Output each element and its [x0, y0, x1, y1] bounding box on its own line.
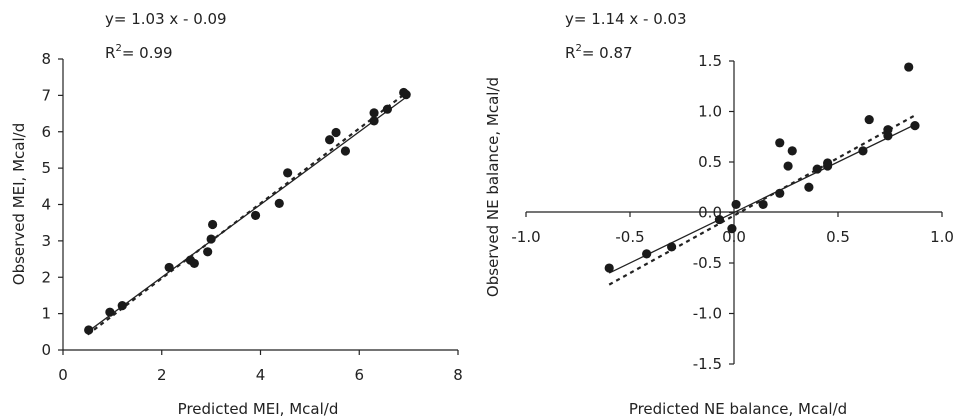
ne-data-point [812, 164, 822, 174]
ne-data-point [910, 121, 920, 131]
ne-data-point [604, 263, 614, 273]
ne-panel: y= 1.14 x - 0.03 R2= 0.87 -1.5-1.0-0.50.… [484, 10, 954, 418]
mei-points [84, 87, 411, 335]
ne-equation: y= 1.14 x - 0.03 [565, 10, 687, 28]
mei-y-tick-label: 6 [41, 123, 51, 141]
ne-r2-value: = 0.87 [582, 44, 633, 62]
mei-y-tick-label: 0 [41, 341, 51, 359]
ne-r2-sup: 2 [575, 43, 581, 54]
mei-data-point [250, 210, 261, 221]
ne-x-tick-label: -0.5 [615, 228, 644, 246]
mei-data-point [382, 104, 392, 114]
mei-x-tick-label: 8 [453, 366, 463, 384]
ne-r2-prefix: R [565, 44, 575, 62]
mei-r2-label: R2= 0.99 [105, 43, 173, 62]
mei-data-point [401, 90, 411, 100]
ne-data-point [883, 131, 893, 141]
ne-data-point [804, 182, 814, 192]
mei-r2-value: = 0.99 [122, 44, 173, 62]
ne-data-point [823, 158, 833, 168]
mei-equation: y= 1.03 x - 0.09 [105, 10, 227, 28]
mei-regression-line [87, 90, 410, 336]
mei-y-tick-label: 4 [41, 196, 51, 214]
mei-data-point [105, 307, 115, 317]
mei-y-tick-label: 8 [41, 50, 51, 68]
mei-data-point [340, 146, 351, 156]
ne-data-point [858, 146, 868, 156]
mei-data-point [164, 262, 174, 273]
ne-y-tick-label: -1.5 [693, 355, 722, 373]
mei-y-tick-label: 5 [41, 159, 51, 177]
mei-data-point [206, 234, 216, 244]
ne-x-tick-label: -1.0 [511, 228, 540, 246]
ne-data-point [758, 199, 768, 210]
mei-y-tick-label: 3 [41, 232, 51, 250]
ne-identity-line [608, 124, 916, 274]
ne-data-point [775, 138, 785, 148]
mei-x-tick-label: 0 [58, 366, 68, 384]
mei-x-tick-label: 6 [354, 366, 364, 384]
mei-y-tick-label: 2 [41, 268, 51, 286]
ne-y-tick-label: 1.0 [698, 103, 722, 121]
mei-data-point [369, 108, 379, 118]
mei-data-point [117, 301, 127, 311]
mei-y-ticks: 0 1 2 3 4 5 6 7 8 [41, 50, 63, 359]
mei-data-point [325, 135, 335, 145]
ne-data-point [714, 214, 725, 225]
mei-x-tick-label: 2 [157, 366, 167, 384]
mei-data-point [274, 198, 284, 209]
ne-data-point [727, 224, 737, 234]
ne-data-point [667, 242, 677, 252]
mei-y-tick-label: 7 [41, 86, 51, 104]
mei-data-point [84, 325, 94, 335]
mei-r2-sup: 2 [115, 43, 121, 54]
ne-x-tick-label: 1.0 [930, 228, 954, 246]
ne-data-point [904, 62, 914, 72]
mei-y-axis-label: Observed MEI, Mcal/d [10, 123, 28, 285]
ne-data-point [642, 249, 652, 259]
mei-data-point [331, 127, 341, 138]
ne-points [604, 62, 920, 273]
ne-x-tick-label: 0.5 [826, 228, 850, 246]
mei-y-tick-label: 1 [41, 305, 51, 323]
ne-data-point [775, 188, 785, 198]
ne-x-tick-label: 0.0 [722, 228, 746, 246]
ne-y-tick-label: -0.5 [693, 254, 722, 272]
mei-lines [87, 90, 410, 336]
mei-data-point [369, 116, 379, 126]
mei-data-point [208, 219, 218, 230]
ne-data-point [864, 114, 874, 125]
mei-data-point [283, 168, 293, 178]
ne-x-axis-label: Predicted NE balance, Mcal/d [629, 400, 847, 418]
ne-y-tick-label: 1.5 [698, 52, 722, 70]
mei-x-axis-label: Predicted MEI, Mcal/d [178, 400, 339, 418]
ne-y-axis-label: Observed NE balance, Mcal/d [484, 77, 502, 297]
mei-data-point [189, 258, 199, 269]
ne-y-ticks: -1.5-1.0-0.50.00.51.01.5 [693, 52, 734, 373]
ne-x-ticks: -1.0 -0.5 0.0 0.5 1.0 [511, 212, 954, 246]
ne-data-point [731, 199, 741, 210]
mei-x-tick-label: 4 [256, 366, 266, 384]
ne-r2-label: R2= 0.87 [565, 43, 633, 62]
ne-y-tick-label: 0.5 [698, 153, 722, 171]
mei-r2-prefix: R [105, 44, 115, 62]
ne-regression-line [608, 114, 916, 286]
ne-y-tick-label: -1.0 [693, 305, 722, 323]
mei-data-point [203, 247, 213, 257]
ne-data-point [787, 146, 797, 156]
ne-data-point [783, 161, 793, 171]
mei-x-ticks: 0 2 4 6 8 [58, 350, 463, 384]
